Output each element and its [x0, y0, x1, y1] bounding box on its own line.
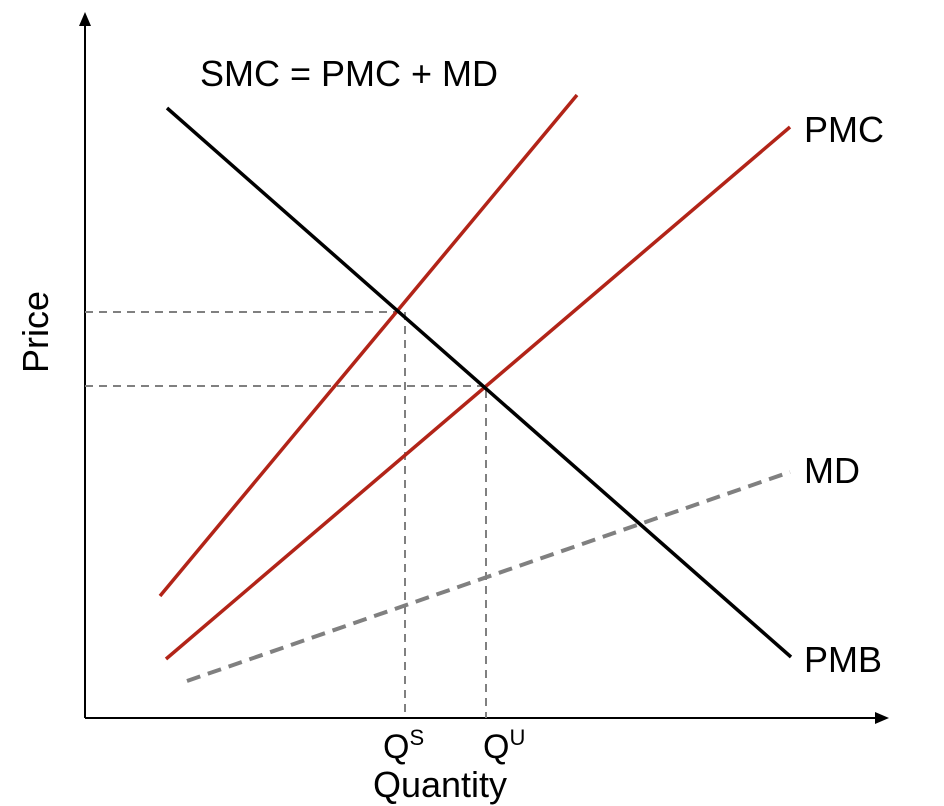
- smc-curve: [158, 93, 579, 598]
- social-quantity-sup: S: [409, 725, 424, 750]
- curves: [158, 93, 793, 683]
- y-axis-arrow-icon: [79, 12, 91, 26]
- x-axis-label: Quantity: [373, 764, 507, 805]
- diagram-title: SMC = PMC + MD: [200, 53, 498, 94]
- x-axis-arrow-icon: [875, 712, 889, 724]
- guide-lines: [85, 311, 487, 718]
- pmb-label: PMB: [804, 639, 882, 680]
- md-label: MD: [804, 450, 860, 491]
- labels: SMC = PMC + MD PMC MD PMB Price Quantity…: [15, 53, 884, 805]
- pmb-curve: [165, 106, 793, 659]
- unregulated-quantity-base: Q: [483, 728, 509, 766]
- social-quantity-base: Q: [383, 728, 409, 766]
- pmc-curve: [164, 125, 792, 661]
- axes: [79, 12, 889, 724]
- unregulated-quantity-label: QU: [483, 725, 525, 766]
- unregulated-quantity-sup: U: [509, 725, 525, 750]
- social-quantity-label: QS: [383, 725, 424, 766]
- md-curve: [186, 470, 791, 683]
- y-axis-label: Price: [15, 291, 56, 373]
- pmc-label: PMC: [804, 109, 884, 150]
